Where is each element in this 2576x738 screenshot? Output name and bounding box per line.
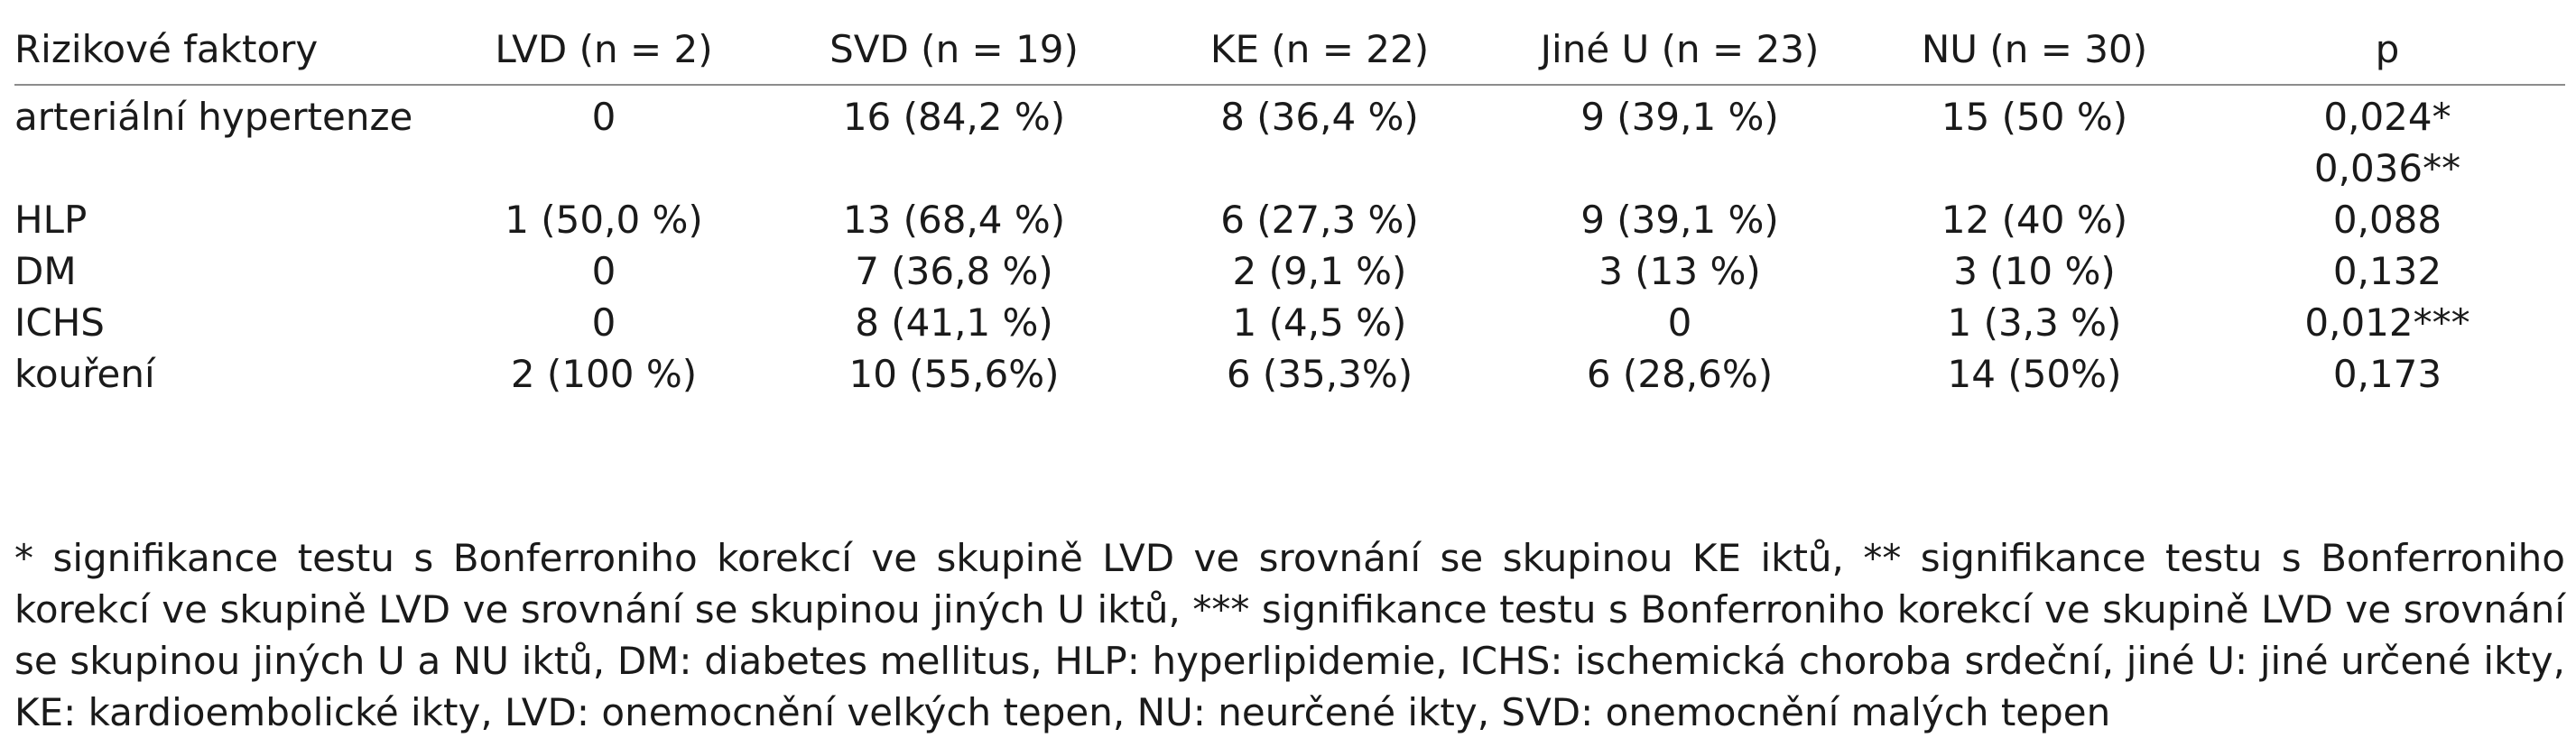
cell-p: 0,173 [2332,352,2442,396]
cell-lvd: 1 (50,0 %) [505,198,703,242]
cell-jine-u: 9 (39,1 %) [1580,95,1779,139]
cell-ke: 1 (4,5 %) [1232,300,1407,345]
cell-nu: 15 (50 %) [1941,95,2128,139]
cell-svd: 16 (84,2 %) [842,95,1066,139]
cell-factor: DM [14,249,77,293]
cell-factor: kouření [14,352,155,396]
table-row: kouření 2 (100 %) 10 (55,6%) 6 (35,3%) 6… [14,348,2565,400]
p-value-secondary: 0,036** [2313,146,2461,190]
table-row: DM 0 7 (36,8 %) 2 (9,1 %) 3 (13 %) 3 (10… [14,245,2565,297]
cell-lvd: 0 [591,300,616,345]
cell-lvd: 2 (100 %) [510,352,698,396]
header-nu: NU (n = 30) [1859,20,2210,86]
cell-jine-u: 6 (28,6%) [1586,352,1774,396]
cell-jine-u: 0 [1667,300,1692,345]
header-svd: SVD (n = 19) [769,20,1139,86]
header-jine-u: Jiné U (n = 23) [1500,20,1859,86]
table-row: HLP 1 (50,0 %) 13 (68,4 %) 6 (27,3 %) 9 … [14,194,2565,245]
header-ke: KE (n = 22) [1139,20,1500,86]
cell-factor: arteriální hypertenze [14,95,413,139]
cell-p: 0,012*** [2304,300,2470,345]
cell-ke: 6 (35,3%) [1226,352,1413,396]
risk-factors-table: Rizikové faktory LVD (n = 2) SVD (n = 19… [14,20,2565,400]
cell-svd: 7 (36,8 %) [855,249,1053,293]
cell-svd: 13 (68,4 %) [842,198,1066,242]
cell-factor: HLP [14,198,88,242]
cell-p: 0,088 [2332,198,2442,242]
cell-lvd: 0 [591,95,616,139]
cell-ke: 2 (9,1 %) [1232,249,1407,293]
cell-nu: 14 (50%) [1947,352,2122,396]
document-page: Rizikové faktory LVD (n = 2) SVD (n = 19… [14,20,2565,734]
cell-svd: 10 (55,6%) [848,352,1060,396]
cell-nu: 12 (40 %) [1941,198,2128,242]
cell-ke: 8 (36,4 %) [1220,95,1419,139]
table-header-row: Rizikové faktory LVD (n = 2) SVD (n = 19… [14,20,2565,86]
cell-lvd: 0 [591,249,616,293]
cell-ke: 6 (27,3 %) [1220,198,1419,242]
header-lvd: LVD (n = 2) [439,20,769,86]
table-footnote: * signifikance testu s Bonferroniho kore… [14,536,2565,734]
cell-nu: 3 (10 %) [1953,249,2116,293]
header-risk-factors: Rizikové faktory [14,20,439,86]
table-row: arteriální hypertenze 0 16 (84,2 %) 8 (3… [14,85,2565,194]
table-row: ICHS 0 8 (41,1 %) 1 (4,5 %) 0 1 (3,3 %) … [14,297,2565,348]
cell-p: 0,132 [2332,249,2442,293]
p-value: 0,024* [2323,95,2451,139]
cell-jine-u: 9 (39,1 %) [1580,198,1779,242]
cell-svd: 8 (41,1 %) [855,300,1053,345]
cell-p: 0,024* 0,036** [2210,85,2565,194]
cell-jine-u: 3 (13 %) [1598,249,1761,293]
cell-factor: ICHS [14,300,105,345]
cell-nu: 1 (3,3 %) [1947,300,2122,345]
header-p: p [2210,20,2565,86]
